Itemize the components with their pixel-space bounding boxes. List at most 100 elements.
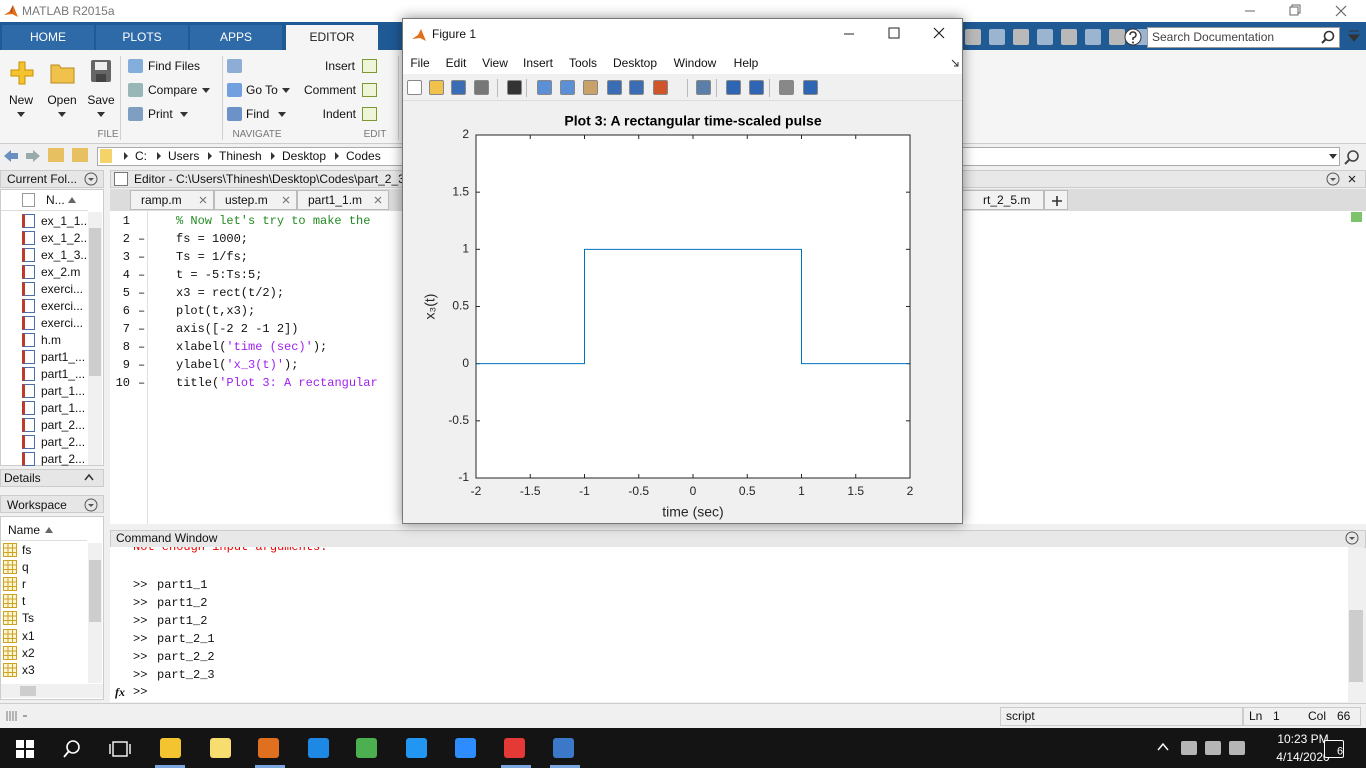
find-button[interactable]: Find [246,106,270,121]
editor-tab-label[interactable]: rt_2_5.m [983,192,1031,207]
file-name[interactable]: ex_1_1... [41,213,91,228]
taskbar-app[interactable] [455,738,476,758]
file-name[interactable]: exerci... [41,298,84,313]
taskbar-app[interactable] [406,738,427,758]
file-name[interactable]: part1_... [41,349,86,364]
file-name[interactable]: ex_1_2... [41,230,91,245]
file-name[interactable]: h.m [41,332,62,347]
editor-tab-label[interactable]: ustep.m [225,192,268,207]
file-name[interactable]: ex_2.m [41,264,81,279]
taskbar-app[interactable] [504,738,525,758]
open-button[interactable]: Open [47,92,77,107]
path-segment[interactable]: Thinesh [219,148,262,163]
file-name[interactable]: ex_1_3... [41,247,91,262]
command-entry: part1_2 [157,595,208,610]
tab-close[interactable] [199,196,207,204]
toolbar-button[interactable] [537,80,552,95]
insert-button[interactable]: Insert [324,58,355,73]
indent-button[interactable]: Indent [322,106,356,121]
path-segment[interactable]: Users [168,148,200,163]
toolbar-button[interactable] [696,80,711,95]
variable-name[interactable]: q [22,559,29,574]
new-tab-button[interactable] [1044,190,1068,210]
go-to-button[interactable]: Go To [246,82,278,97]
file-name[interactable]: part_1... [41,383,86,398]
menu-item[interactable]: Edit [445,55,467,70]
toolbar-button[interactable] [451,80,466,95]
menu-item[interactable]: File [410,55,430,70]
toolbar-button[interactable] [726,80,741,95]
tab-close[interactable] [374,196,382,204]
ribbon-tab[interactable]: PLOTS [96,25,188,50]
toolbar-button[interactable] [607,80,622,95]
variable-name[interactable]: x3 [22,662,35,677]
menu-item[interactable]: Insert [522,55,554,70]
fx-icon[interactable]: fx [115,684,125,699]
taskbar-app[interactable] [160,738,181,758]
new-button[interactable]: New [8,92,34,107]
file-name[interactable]: part_2... [41,451,86,466]
file-name[interactable]: part_2... [41,417,86,432]
minimize-button[interactable] [843,29,855,39]
file-name[interactable]: exerci... [41,281,84,296]
toolbar-button[interactable] [560,80,575,95]
taskbar-app[interactable] [210,738,231,758]
path-segment[interactable]: Desktop [282,148,327,163]
taskbar-app[interactable] [553,738,574,758]
toolbar-button[interactable] [749,80,764,95]
variable-name[interactable]: t [22,594,26,609]
search-box[interactable] [1147,27,1340,48]
menu-item[interactable]: Window [673,55,717,70]
toolbar-button[interactable] [583,80,598,95]
menu-item[interactable]: Help [733,55,759,70]
save-button[interactable]: Save [87,92,115,107]
close-button[interactable] [933,27,945,39]
compare-button[interactable]: Compare [148,82,198,97]
path-segment[interactable]: Codes [346,148,381,163]
taskbar-app[interactable] [356,738,377,758]
close-button[interactable] [1335,5,1347,17]
ribbon-tab[interactable]: EDITOR [286,25,378,50]
tab-label[interactable]: APPS [219,29,253,44]
print-button[interactable]: Print [148,106,173,121]
editor-tab-label[interactable]: part1_1.m [308,192,363,207]
tab-label[interactable]: PLOTS [122,29,162,44]
taskbar-app[interactable] [308,738,329,758]
toolbar-button[interactable] [474,80,489,95]
file-name[interactable]: part_1... [41,400,86,415]
ribbon-tab[interactable]: HOME [2,25,94,50]
variable-name[interactable]: x2 [22,645,35,660]
path-segment[interactable]: C: [135,148,147,163]
toolbar-button[interactable] [629,80,644,95]
editor-tab[interactable]: ustep.m [214,190,297,210]
toolbar-button[interactable] [429,80,444,95]
comment-button[interactable]: Comment [303,82,356,97]
tab-label[interactable]: EDITOR [309,29,355,44]
editor-tab[interactable]: ramp.m [130,190,214,210]
menu-item[interactable]: Tools [568,55,598,70]
variable-name[interactable]: r [22,576,26,591]
editor-tab-label[interactable]: ramp.m [141,192,182,207]
editor-tab[interactable]: part1_1.m [297,190,389,210]
file-name[interactable]: exerci... [41,315,84,330]
file-name[interactable]: part_2... [41,434,86,449]
ribbon-tab[interactable]: APPS [190,25,282,50]
menu-item[interactable]: Desktop [612,55,658,70]
maximize-button[interactable] [888,27,900,39]
toolbar-button[interactable] [653,80,668,95]
find-files-button[interactable]: Find Files [148,58,201,73]
tab-close[interactable] [282,196,290,204]
toolbar-button[interactable] [407,80,422,95]
tab-label[interactable]: HOME [30,29,66,44]
toolbar-button[interactable] [507,80,522,95]
editor-tab[interactable]: rt_2_5.m [960,190,1044,210]
toolbar-button[interactable] [779,80,794,95]
variable-name[interactable]: x1 [22,628,35,643]
close-editor[interactable] [1348,175,1356,183]
menu-item[interactable]: View [482,55,508,70]
variable-name[interactable]: fs [22,542,32,557]
file-name[interactable]: part1_... [41,366,86,381]
toolbar-button[interactable] [803,80,818,95]
variable-name[interactable]: Ts [22,611,34,626]
taskbar-app[interactable] [258,738,279,758]
